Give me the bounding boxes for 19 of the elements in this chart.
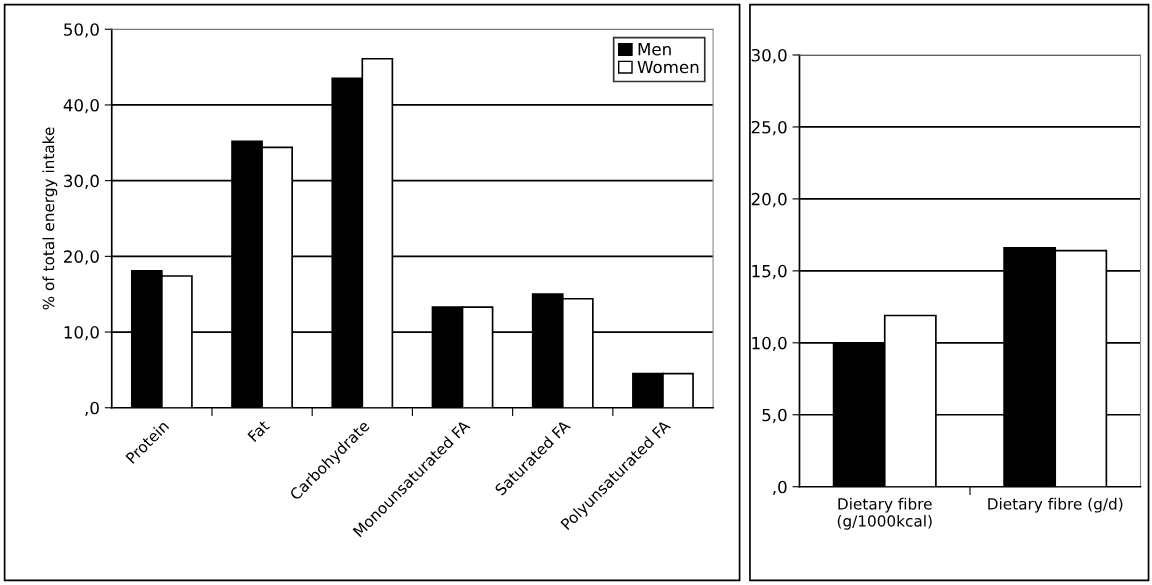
y-tick-label: ,0 (773, 480, 787, 495)
y-tick-label: 20,0 (64, 250, 99, 265)
y-tick-label: 10,0 (752, 336, 787, 352)
y-tick-label: 25,0 (751, 120, 787, 136)
y-axis-title: % of total energy intake (42, 127, 58, 310)
y-tick-label: 40,0 (63, 98, 99, 114)
x-tick-label: Dietary fibre (g/d) (988, 497, 1123, 513)
legend-label: Women (637, 60, 699, 74)
y-tick-label: 30,0 (64, 174, 99, 189)
y-tick-label: 10,0 (64, 326, 99, 341)
x-tick-label: Dietary fibre (g/1000kcal) (837, 497, 932, 530)
legend-label: Men (638, 43, 671, 56)
y-tick-label: ,0 (85, 401, 99, 417)
y-tick-label: 50,0 (64, 23, 99, 38)
y-tick-label: 15,0 (752, 264, 787, 280)
y-tick-label: 20,0 (751, 192, 787, 208)
y-tick-label: 30,0 (751, 48, 787, 64)
y-tick-label: 5,0 (762, 408, 787, 424)
x-tick-label: Fat (247, 419, 271, 443)
